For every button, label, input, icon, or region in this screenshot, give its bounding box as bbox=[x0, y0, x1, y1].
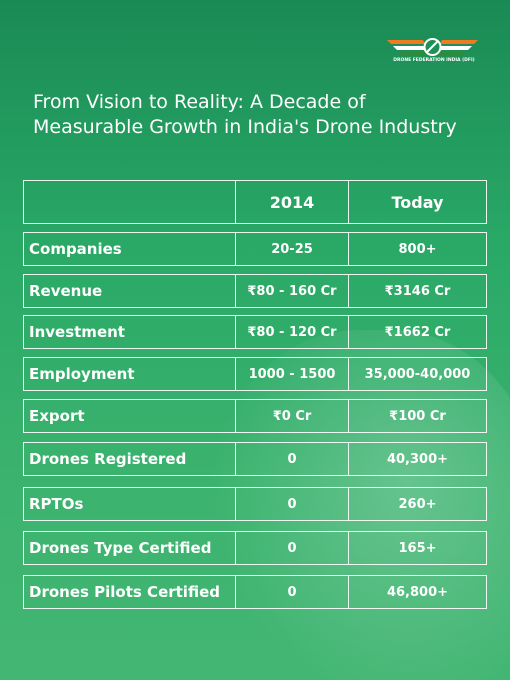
title: From Vision to Reality: A Decade of Meas… bbox=[33, 90, 457, 140]
table-cell: 0 bbox=[236, 488, 349, 520]
header-cell: Today bbox=[391, 192, 444, 212]
table-row: Drones Type Certified 0 165+ bbox=[23, 531, 487, 565]
table-cell: 46,800+ bbox=[386, 584, 449, 600]
row-label: Companies bbox=[24, 233, 236, 265]
table-row: Revenue ₹80 - 160 Cr ₹3146 Cr bbox=[23, 274, 487, 308]
row-label: Export bbox=[24, 400, 236, 432]
table-cell: ₹80 - 160 Cr bbox=[236, 275, 349, 307]
table-cell: ₹80 - 120 Cr bbox=[236, 316, 349, 348]
row-label: Employment bbox=[24, 358, 236, 390]
row-label: Drones Type Certified bbox=[24, 532, 236, 564]
table-cell: 0 bbox=[236, 532, 349, 564]
table-cell: ₹3146 Cr bbox=[384, 283, 451, 299]
table-cell: ₹1662 Cr bbox=[384, 324, 451, 340]
row-label: Drones Registered bbox=[24, 443, 236, 475]
table-cell: 0 bbox=[236, 576, 349, 608]
table-row: Drones Pilots Certified 0 46,800+ bbox=[23, 575, 487, 609]
table-cell: 20-25 bbox=[236, 233, 349, 265]
title-line: From Vision to Reality: A Decade of bbox=[33, 91, 366, 113]
logo-text: DRONE FEDERATION INDIA (DFI) bbox=[393, 58, 475, 63]
table-row: Companies 20-25 800+ bbox=[23, 232, 487, 266]
header-cell bbox=[24, 181, 236, 223]
background-figure bbox=[210, 330, 510, 680]
table-row: Export ₹0 Cr ₹100 Cr bbox=[23, 399, 487, 433]
row-label: Drones Pilots Certified bbox=[24, 576, 236, 608]
header-cell: 2014 bbox=[236, 181, 349, 223]
row-label: RPTOs bbox=[24, 488, 236, 520]
table-cell: ₹100 Cr bbox=[389, 408, 446, 424]
table-row: Employment 1000 - 1500 35,000-40,000 bbox=[23, 357, 487, 391]
table-cell: 1000 - 1500 bbox=[236, 358, 349, 390]
title-line: Measurable Growth in India's Drone Indus… bbox=[33, 116, 457, 138]
table-cell: 260+ bbox=[398, 496, 437, 512]
logo bbox=[387, 38, 478, 56]
table-cell: 0 bbox=[236, 443, 349, 475]
table-row: Investment ₹80 - 120 Cr ₹1662 Cr bbox=[23, 315, 487, 349]
table-row: RPTOs 0 260+ bbox=[23, 487, 487, 521]
table-header: 2014 Today bbox=[23, 180, 487, 224]
table-cell: 40,300+ bbox=[386, 451, 449, 467]
table-cell: 800+ bbox=[398, 241, 437, 257]
table-cell: 165+ bbox=[398, 540, 437, 556]
row-label: Investment bbox=[24, 316, 236, 348]
row-label: Revenue bbox=[24, 275, 236, 307]
table-cell: ₹0 Cr bbox=[236, 400, 349, 432]
table-row: Drones Registered 0 40,300+ bbox=[23, 442, 487, 476]
table-cell: 35,000-40,000 bbox=[364, 366, 471, 382]
